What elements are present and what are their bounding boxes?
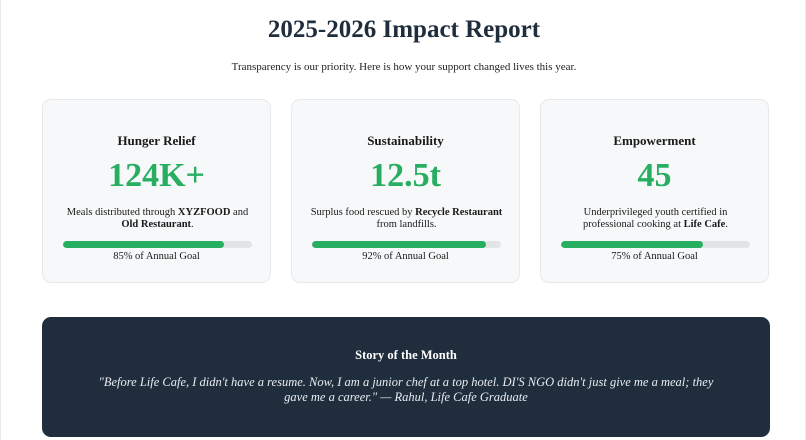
card-desc-text: Surplus food rescued by [310, 207, 416, 218]
card-stat: 45 [637, 157, 672, 194]
card-desc-text: . [191, 219, 194, 230]
progress-label: 75% of Annual Goal [611, 251, 698, 262]
story-heading: Story of the Month [355, 348, 457, 362]
progress-fill [63, 241, 224, 248]
card-description: Underprivileged youth certified in profe… [557, 207, 754, 231]
card-desc-text: and [230, 207, 249, 218]
card-desc-text: . [725, 219, 728, 230]
progress-fill [561, 241, 703, 248]
card-desc-text: Underprivileged youth certified in profe… [583, 207, 728, 230]
progress-label: 92% of Annual Goal [362, 251, 449, 262]
page-title: 2025-2026 Impact Report [267, 16, 541, 43]
story-of-the-month: Story of the Month "Before Life Cafe, I … [42, 317, 770, 437]
page-subtitle: Transparency is our priority. Here is ho… [231, 61, 577, 73]
progress-bar [312, 241, 501, 248]
card-stat: 124K+ [108, 157, 205, 194]
story-quote: "Before Life Cafe, I didn't have a resum… [98, 375, 714, 404]
card-desc-highlight: Recycle Restaurant [415, 207, 503, 218]
card-description: Surplus food rescued by Recycle Restaura… [308, 207, 505, 231]
card-title: Hunger Relief [117, 133, 196, 148]
card-stat: 12.5t [370, 157, 441, 194]
card-desc-highlight: Life Cafe [683, 219, 726, 230]
card-description: Meals distributed through XYZFOOD and Ol… [59, 207, 256, 231]
card-title: Sustainability [367, 133, 444, 148]
progress-bar [63, 241, 252, 248]
card-desc-text: Meals distributed through [66, 207, 178, 218]
progress-bar [561, 241, 750, 248]
card-hunger-relief: Hunger Relief 124K+ Meals distributed th… [42, 99, 271, 283]
card-empowerment: Empowerment 45 Underprivileged youth cer… [540, 99, 769, 283]
progress-fill [312, 241, 486, 248]
card-desc-highlight: XYZFOOD [177, 207, 231, 218]
card-sustainability: Sustainability 12.5t Surplus food rescue… [291, 99, 520, 283]
card-desc-highlight: Old Restaurant [121, 219, 192, 230]
card-desc-text: from landfills. [376, 219, 437, 230]
progress-label: 85% of Annual Goal [113, 251, 200, 262]
impact-cards: Hunger Relief 124K+ Meals distributed th… [42, 99, 770, 283]
card-title: Empowerment [613, 133, 696, 148]
